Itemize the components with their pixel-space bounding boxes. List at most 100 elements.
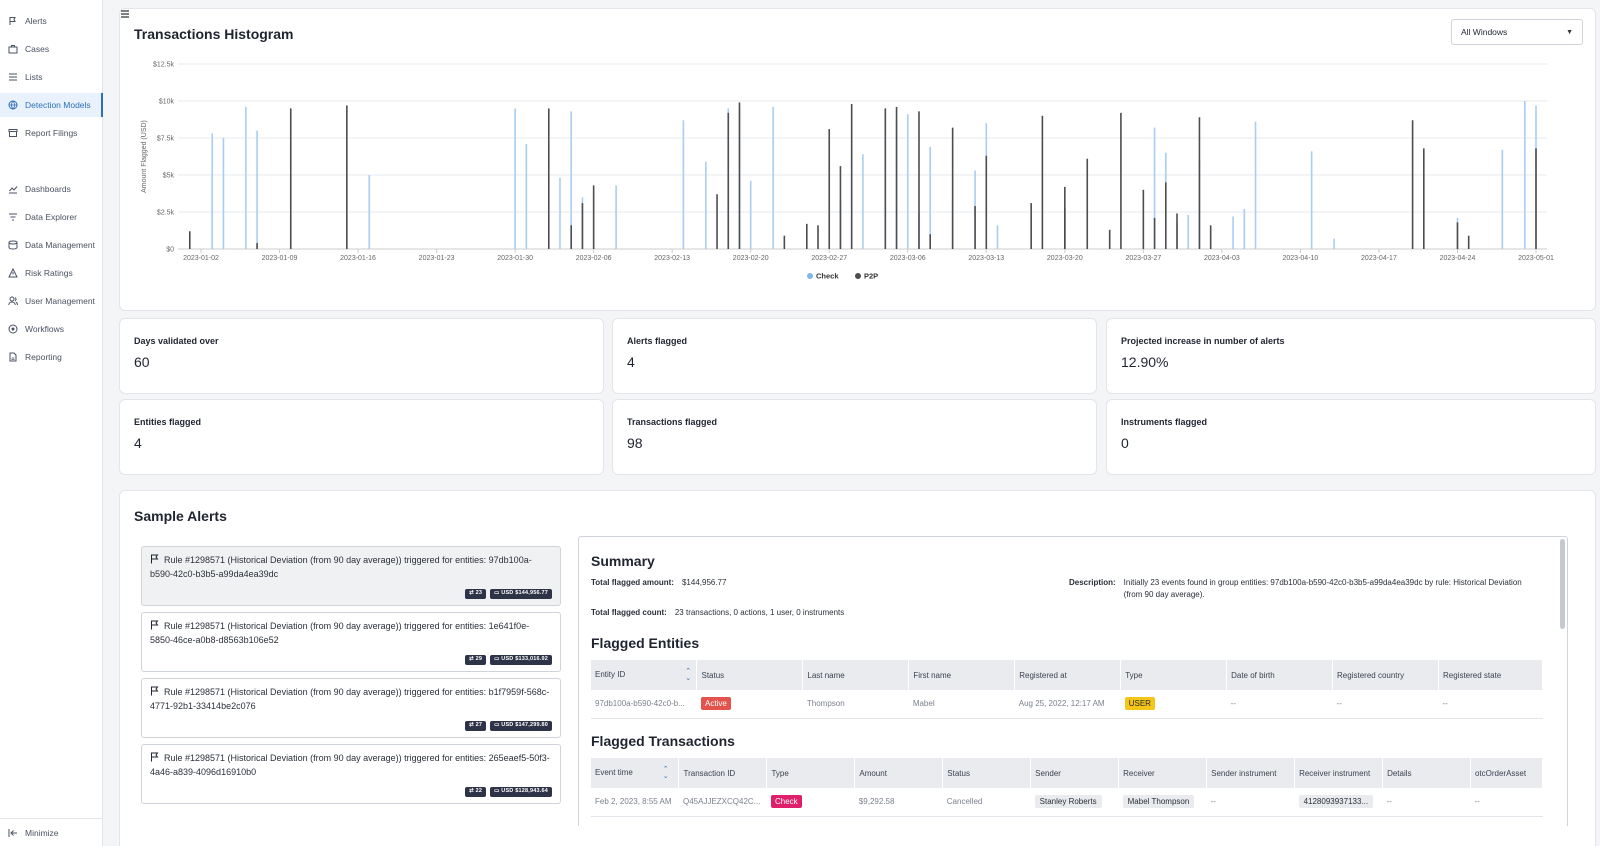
histogram-bar [906, 114, 909, 249]
histogram-bar [256, 130, 258, 249]
histogram-bar [368, 175, 371, 249]
column-header[interactable]: Receiver instrument [1294, 758, 1384, 788]
event-count-badge: ⇄ 22 [465, 787, 487, 797]
sender-chip[interactable]: Stanley Roberts [1034, 795, 1102, 809]
sidebar: Alerts Cases Lists Detection Models Repo… [0, 0, 103, 846]
histogram-bar [817, 225, 819, 249]
histogram-bar [1523, 101, 1526, 249]
histogram-bar [738, 102, 741, 249]
minimize-label: Minimize [25, 827, 59, 838]
sidebar-item-lists[interactable]: Lists [0, 65, 103, 89]
receiver-instrument-cell[interactable]: 4128093937133... [1294, 788, 1383, 817]
y-tick-label: $10k [159, 99, 175, 106]
sidebar-item-risk-ratings[interactable]: Risk Ratings [0, 261, 103, 285]
alert-text: Rule #1298571 (Historical Deviation (fro… [150, 621, 530, 645]
histogram-bar [1423, 148, 1425, 249]
histogram-title: Transactions Histogram [134, 26, 294, 42]
histogram-bar [211, 175, 214, 249]
sidebar-item-label: User Management [25, 296, 95, 306]
column-header[interactable]: First name [908, 660, 1016, 690]
histogram-bar [559, 177, 561, 249]
column-header[interactable]: Registered at [1014, 660, 1122, 690]
sidebar-item-dashboards[interactable]: Dashboards [0, 177, 103, 201]
column-header[interactable]: Amount [854, 758, 944, 788]
registered-at-cell: Aug 25, 2022, 12:17 AM [1014, 690, 1121, 719]
column-header[interactable]: Registered country [1332, 660, 1439, 690]
stat-value: 12.90% [1121, 354, 1169, 370]
histogram-bar [682, 120, 685, 250]
event-count-badge: ⇄ 29 [465, 655, 487, 665]
column-header[interactable]: Registered state [1438, 660, 1544, 690]
flag-icon [151, 620, 159, 630]
column-header[interactable]: otcOrderAsset [1470, 758, 1544, 788]
column-header[interactable]: Status [696, 660, 804, 690]
sidebar-item-data-management[interactable]: Data Management [0, 233, 103, 257]
sidebar-item-report-filings[interactable]: Report Filings [0, 121, 103, 145]
histogram-bar [592, 185, 595, 249]
alert-item[interactable]: Rule #1298571 (Historical Deviation (fro… [141, 678, 561, 738]
column-header[interactable]: Receiver [1118, 758, 1208, 788]
sidebar-item-cases[interactable]: Cases [0, 37, 103, 61]
filter-icon [8, 212, 18, 222]
alert-item[interactable]: Rule #1298571 (Historical Deviation (fro… [141, 546, 561, 606]
hamburger-menu-icon[interactable] [120, 9, 130, 19]
type-badge: USER [1124, 697, 1155, 711]
amount-badge: ▭ USD $144,956.77 [490, 589, 552, 599]
histogram-bar [1411, 120, 1414, 250]
column-header[interactable]: Entity ID ⌃ ⌄ [591, 660, 698, 690]
table-row[interactable]: 97db100a-b590-42c0-b... Active Thompson … [591, 690, 1543, 719]
histogram-bar [884, 108, 887, 250]
column-header[interactable]: Type [766, 758, 856, 788]
stat-value: 0 [1121, 435, 1129, 451]
histogram-bar [1153, 217, 1156, 249]
histogram-bar [705, 161, 707, 249]
sidebar-item-workflows[interactable]: Workflows [0, 317, 103, 341]
sort-icon[interactable]: ⌃ ⌄ [662, 766, 669, 780]
transaction-id-cell[interactable]: Q45AJJEZXCQ42C... [678, 788, 767, 817]
histogram-bar [1467, 235, 1470, 249]
dob-cell: -- [1226, 690, 1333, 719]
flagged-entities-title: Flagged Entities [591, 635, 700, 651]
last-name-cell: Thompson [802, 690, 909, 719]
column-header[interactable]: Date of birth [1226, 660, 1334, 690]
stat-value: 4 [134, 435, 142, 451]
list-icon [8, 72, 18, 82]
histogram-bar [514, 108, 516, 250]
sender-cell[interactable]: Stanley Roberts [1030, 788, 1119, 817]
x-tick-label: 2023-03-20 [1047, 255, 1083, 262]
sidebar-item-data-explorer[interactable]: Data Explorer [0, 205, 103, 229]
sidebar-item-reporting[interactable]: Reporting [0, 345, 103, 369]
histogram-bar [1232, 216, 1234, 249]
receiver-cell[interactable]: Mabel Thompson [1118, 788, 1207, 817]
histogram-bar [1041, 115, 1044, 249]
entity-id-cell[interactable]: 97db100a-b590-42c0-b... [591, 690, 697, 719]
column-header[interactable]: Status [942, 758, 1032, 788]
histogram-bar [1198, 117, 1201, 249]
column-header[interactable]: Last name [802, 660, 910, 690]
sidebar-item-alerts[interactable]: Alerts [0, 9, 103, 33]
stat-label: Alerts flagged [627, 336, 688, 346]
column-header[interactable]: Sender instrument [1206, 758, 1296, 788]
receiver-chip[interactable]: Mabel Thompson [1122, 795, 1195, 809]
receiver-instrument-chip[interactable]: 4128093937133... [1298, 795, 1374, 809]
column-header[interactable]: Sender [1030, 758, 1120, 788]
column-header[interactable]: Details [1382, 758, 1471, 788]
sidebar-item-detection-models[interactable]: Detection Models [0, 93, 103, 117]
table-row[interactable]: Feb 2, 2023, 8:55 AM Q45AJJEZXCQ42C... C… [591, 788, 1543, 817]
column-header[interactable]: Event time ⌃ ⌄ [591, 758, 680, 788]
sidebar-item-user-management[interactable]: User Management [0, 289, 103, 313]
flag-icon [151, 554, 159, 564]
scrollbar[interactable] [1560, 539, 1565, 629]
window-select[interactable]: All Windows ▼ [1451, 19, 1583, 45]
histogram-bar [222, 138, 225, 249]
sort-icon[interactable]: ⌃ ⌄ [685, 668, 692, 682]
minimize-button[interactable]: Minimize [0, 818, 103, 846]
alert-item[interactable]: Rule #1298571 (Historical Deviation (fro… [141, 744, 561, 804]
histogram-bar [256, 243, 258, 249]
histogram-bar [245, 106, 247, 249]
column-header[interactable]: Type [1120, 660, 1228, 690]
histogram-bar [1187, 214, 1190, 249]
column-header[interactable]: Transaction ID [678, 758, 768, 788]
amount-cell: $9,292.58 [854, 788, 943, 817]
alert-item[interactable]: Rule #1298571 (Historical Deviation (fro… [141, 612, 561, 672]
